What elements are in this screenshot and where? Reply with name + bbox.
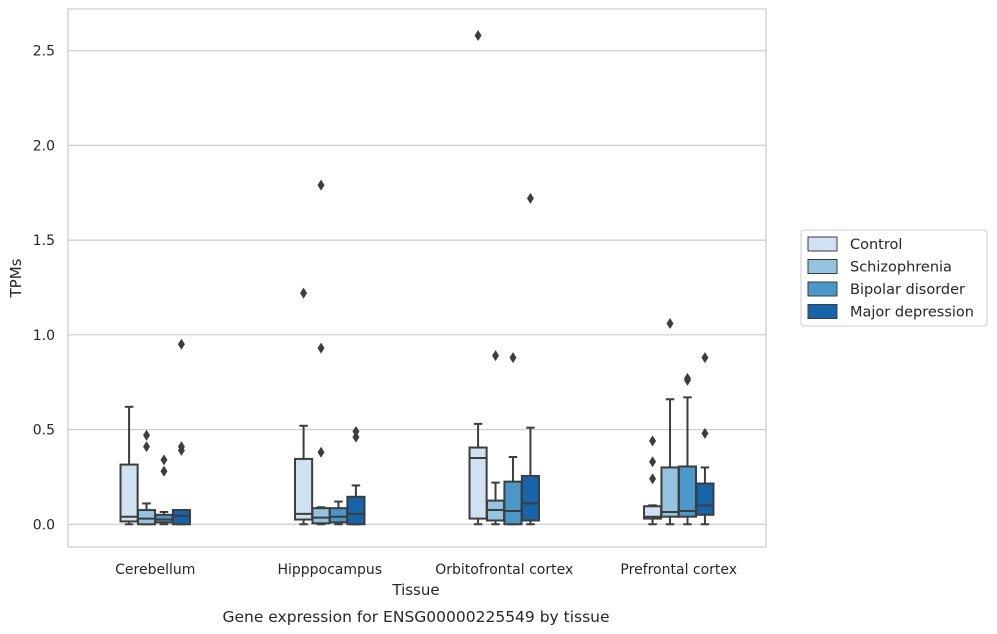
box-schizophrenia xyxy=(136,429,157,526)
figure-caption: Gene expression for ENSG00000225549 by t… xyxy=(222,608,609,626)
outlier-point xyxy=(160,454,168,466)
outlier-point xyxy=(526,192,534,204)
outlier-point xyxy=(352,425,360,437)
legend-swatch xyxy=(807,281,838,297)
box-major-depression xyxy=(171,338,191,526)
legend-label: Major depression xyxy=(850,305,974,321)
legend-swatch xyxy=(807,236,838,252)
y-tick-label: 1.0 xyxy=(33,328,55,344)
box-major-depression xyxy=(520,192,540,526)
iqr-box xyxy=(119,463,139,523)
box-bipolar-disorder xyxy=(503,352,523,526)
iqr-box xyxy=(136,509,157,526)
outlier-point xyxy=(474,30,482,42)
x-axis-ticks: Cerebellum Hipppocampus Orbitofrontal cort… xyxy=(115,562,737,578)
iqr-box xyxy=(171,509,191,526)
outlier-point xyxy=(160,465,168,477)
outlier-point xyxy=(649,473,657,485)
outlier-point xyxy=(683,372,691,384)
outlier-point xyxy=(300,287,308,299)
y-tick-label: 0.5 xyxy=(33,423,55,439)
outlier-point xyxy=(177,441,185,453)
outlier-point xyxy=(649,456,657,468)
legend-label: Schizophrenia xyxy=(850,260,952,276)
x-tick-label: Prefrontal cortex xyxy=(620,562,737,578)
box-schizophrenia xyxy=(660,317,680,526)
iqr-box xyxy=(695,482,715,516)
iqr-box xyxy=(328,507,349,524)
gridlines xyxy=(68,50,766,525)
x-tick-label: Orbitofrontal cortex xyxy=(435,562,573,578)
iqr-box xyxy=(503,480,523,526)
outlier-point xyxy=(317,179,325,191)
x-tick-label: Cerebellum xyxy=(115,562,195,578)
box-bipolar-disorder xyxy=(328,500,349,526)
y-tick-label: 2.0 xyxy=(33,138,55,154)
plot-area-frame xyxy=(67,8,767,548)
iqr-box xyxy=(677,465,698,518)
legend-label: Control xyxy=(850,237,902,253)
outlier-point xyxy=(509,352,517,364)
box-control xyxy=(119,405,139,526)
iqr-box xyxy=(294,457,314,521)
boxes xyxy=(119,30,715,526)
box-control xyxy=(643,435,663,526)
iqr-box xyxy=(468,446,488,520)
outlier-point xyxy=(701,352,709,364)
x-axis-title: Tissue xyxy=(391,581,439,599)
outlier-point xyxy=(143,429,151,441)
outlier-point xyxy=(317,446,325,458)
box-control xyxy=(468,30,488,526)
box-schizophrenia xyxy=(485,350,506,526)
y-tick-label: 0.0 xyxy=(33,517,55,533)
outlier-point xyxy=(317,342,325,354)
outlier-point xyxy=(649,435,657,447)
outlier-point xyxy=(492,350,500,362)
box-schizophrenia xyxy=(311,179,331,526)
y-axis-title: TPMs xyxy=(7,258,25,298)
y-tick-label: 2.5 xyxy=(33,44,55,60)
outlier-point xyxy=(143,441,151,453)
x-tick-label: Hipppocampus xyxy=(277,562,382,578)
iqr-box xyxy=(660,466,680,518)
legend-label: Bipolar disorder xyxy=(850,282,965,298)
legend-frame xyxy=(800,229,988,327)
outlier-point xyxy=(352,431,360,443)
iqr-box xyxy=(346,495,366,526)
box-bipolar-disorder xyxy=(154,454,174,526)
box-major-depression xyxy=(695,352,715,526)
legend-swatch xyxy=(807,259,838,274)
box-control xyxy=(294,287,314,526)
iqr-box xyxy=(520,474,540,522)
outlier-point xyxy=(701,427,709,439)
iqr-box xyxy=(311,507,331,525)
box-bipolar-disorder xyxy=(677,372,698,526)
box-major-depression xyxy=(346,425,366,526)
outlier-point xyxy=(666,317,674,329)
legend-swatch xyxy=(807,304,838,319)
legend: Control Schizophrenia Bipolar disorder Majo… xyxy=(800,229,988,327)
y-axis-ticks: 0.0 0.5 1.0 1.5 2.0 2.5 xyxy=(33,44,55,534)
y-tick-label: 1.5 xyxy=(33,233,55,249)
outlier-point xyxy=(177,338,185,350)
